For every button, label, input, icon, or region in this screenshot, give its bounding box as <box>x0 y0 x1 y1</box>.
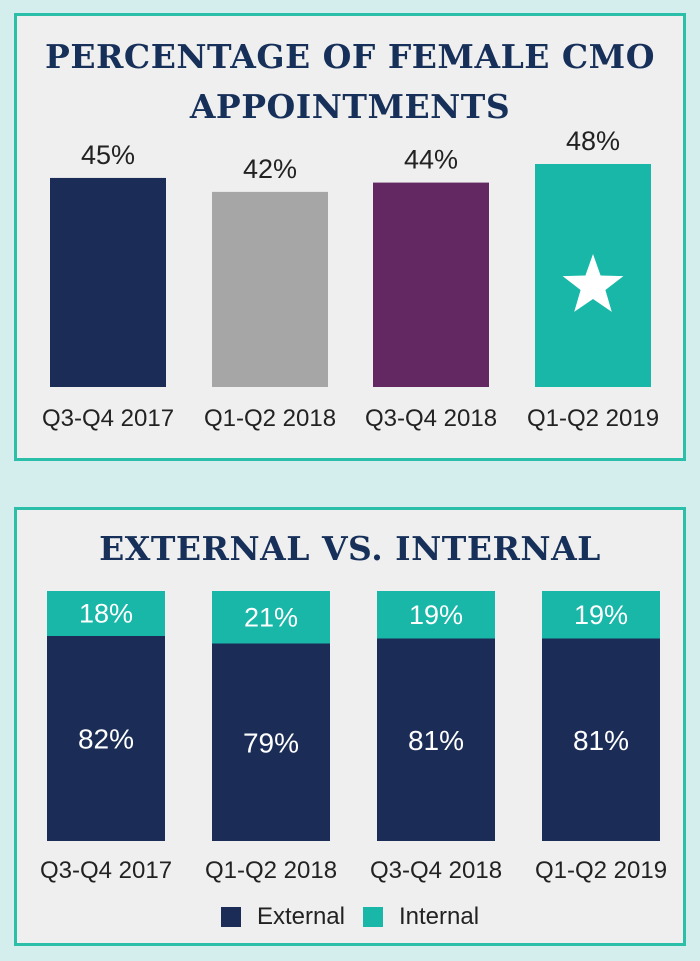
internal-bar-q1-q2-2018 <box>212 591 330 644</box>
legend-item-internal: Internal <box>362 903 480 931</box>
value-label-q3-q4-2018: 44% <box>404 145 458 175</box>
chart1-title: PERCENTAGE OF FEMALE CMO APPOINTMENTS <box>17 32 683 132</box>
female-cmo-chart-panel: PERCENTAGE OF FEMALE CMO APPOINTMENTS 45… <box>14 13 686 461</box>
internal-value-q1-q2-2018: 21% <box>244 602 298 632</box>
bar-q3-q4-2017 <box>50 177 166 387</box>
external-bar-q1-q2-2019 <box>542 638 660 841</box>
chart2-legend: External Internal <box>17 903 683 931</box>
legend-label-internal: Internal <box>398 903 480 930</box>
external-value-q3-q4-2017: 82% <box>78 724 134 755</box>
external-value-q3-q4-2018: 81% <box>408 725 464 756</box>
value-label-q3-q4-2017: 45% <box>81 140 135 170</box>
chart1-title-line1: PERCENTAGE OF FEMALE CMO <box>45 37 655 76</box>
bar-q3-q4-2018 <box>373 182 489 387</box>
category-label-q1-q2-2019: Q1-Q2 2019 <box>527 405 659 432</box>
external-bar-q3-q4-2018 <box>377 638 495 841</box>
female-cmo-bar-chart: 45% Q3-Q4 2017 42% Q1-Q2 2018 44% Q3-Q4 2018 4… <box>42 126 659 432</box>
legend-swatch-internal <box>362 907 383 927</box>
star-icon <box>562 254 624 312</box>
external-internal-chart-panel: EXTERNAL VS. INTERNAL 82% 18% Q3-Q4 2017 79… <box>14 507 686 946</box>
value-label-q1-q2-2019: 48% <box>566 126 620 156</box>
internal-bar-q3-q4-2018 <box>377 591 495 639</box>
external-value-q1-q2-2019: 81% <box>573 725 629 756</box>
internal-value-q3-q4-2017: 18% <box>79 599 133 629</box>
legend-swatch-external <box>220 907 241 927</box>
legend-item-external: External <box>220 903 345 931</box>
internal-value-q3-q4-2018: 19% <box>409 600 463 630</box>
category-label-q1-q2-2019: Q1-Q2 2019 <box>535 857 667 884</box>
internal-bar-q3-q4-2017 <box>47 591 165 636</box>
chart1-title-line2: APPOINTMENTS <box>189 87 511 126</box>
internal-value-q1-q2-2019: 19% <box>574 600 628 630</box>
external-bar-q3-q4-2017 <box>47 636 165 841</box>
category-label-q3-q4-2017: Q3-Q4 2017 <box>40 857 172 884</box>
category-label-q1-q2-2018: Q1-Q2 2018 <box>204 405 336 432</box>
external-bar-q1-q2-2018 <box>212 643 330 841</box>
chart2-title: EXTERNAL VS. INTERNAL <box>99 529 601 568</box>
category-label-q3-q4-2017: Q3-Q4 2017 <box>42 405 174 432</box>
bar-q1-q2-2018 <box>212 191 328 387</box>
category-label-q3-q4-2018: Q3-Q4 2018 <box>370 857 502 884</box>
category-label-q3-q4-2018: Q3-Q4 2018 <box>365 405 497 432</box>
legend-label-external: External <box>256 903 345 930</box>
category-label-q1-q2-2018: Q1-Q2 2018 <box>205 857 337 884</box>
external-value-q1-q2-2018: 79% <box>243 727 299 758</box>
value-label-q1-q2-2018: 42% <box>243 154 297 184</box>
internal-bar-q1-q2-2019 <box>542 591 660 639</box>
external-internal-stacked-chart: 82% 18% Q3-Q4 2017 79% 21% Q1-Q2 2018 81% 19% Q3… <box>40 591 667 884</box>
